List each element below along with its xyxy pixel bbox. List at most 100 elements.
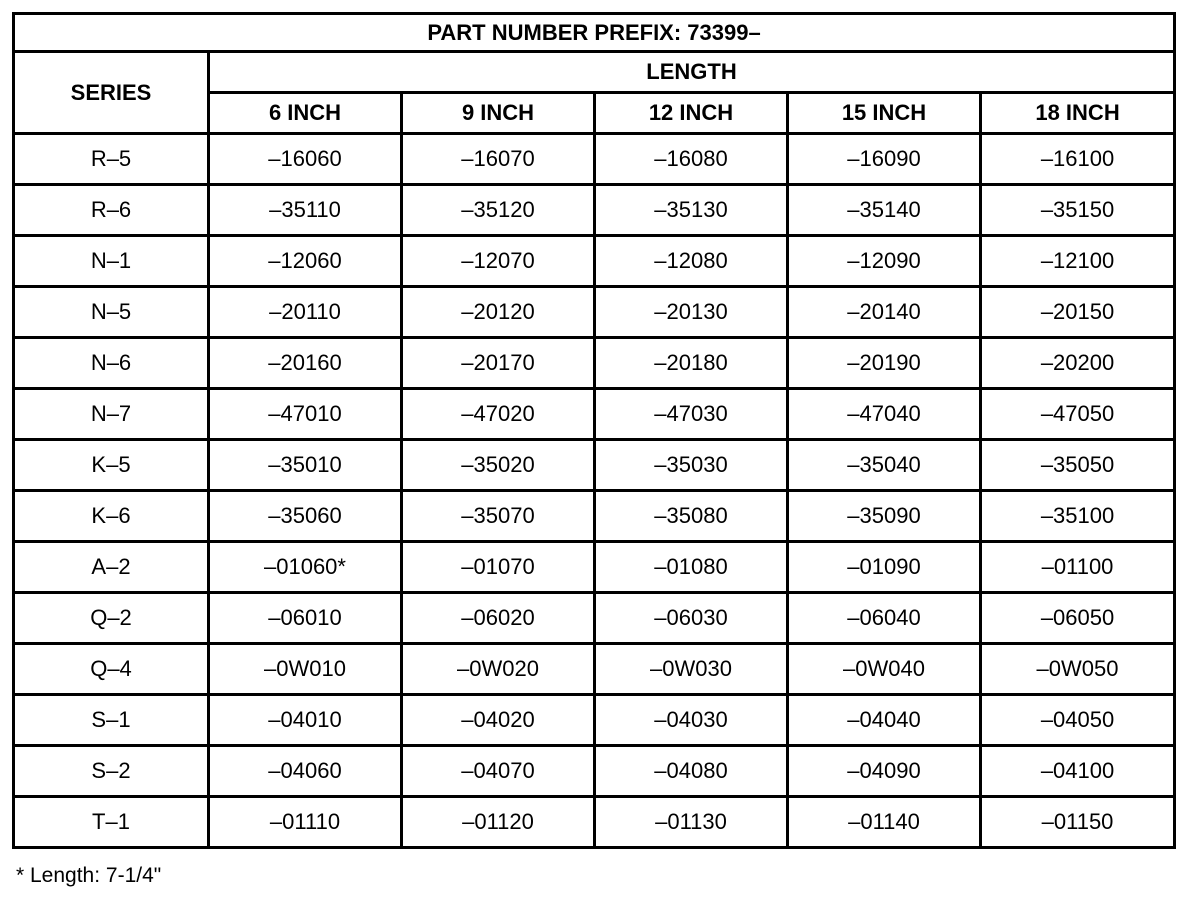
part-number-cell: –35030 bbox=[593, 438, 789, 492]
part-number-cell: –01060* bbox=[207, 540, 403, 594]
part-number-cell: –35010 bbox=[207, 438, 403, 492]
part-number-cell: –04070 bbox=[400, 744, 596, 798]
part-number-cell: –0W050 bbox=[978, 642, 1177, 696]
part-number-cell: –01080 bbox=[593, 540, 789, 594]
part-number-cell: –01070 bbox=[400, 540, 596, 594]
column-header: 9 INCH bbox=[400, 91, 596, 135]
series-cell: K–5 bbox=[12, 438, 210, 492]
part-number-cell: –12060 bbox=[207, 234, 403, 288]
part-number-cell: –04090 bbox=[786, 744, 982, 798]
table-row: R–5 –16060 –16070 –16080 –16090 –16100 bbox=[12, 132, 1177, 186]
column-header: 15 INCH bbox=[786, 91, 982, 135]
part-number-cell: –35060 bbox=[207, 489, 403, 543]
part-number-cell: –47030 bbox=[593, 387, 789, 441]
series-cell: S–2 bbox=[12, 744, 210, 798]
part-number-cell: –47050 bbox=[978, 387, 1177, 441]
part-number-cell: –20130 bbox=[593, 285, 789, 339]
part-number-cell: –16060 bbox=[207, 132, 403, 186]
part-number-cell: –20170 bbox=[400, 336, 596, 390]
part-number-cell: –35150 bbox=[978, 183, 1177, 237]
part-number-cell: –20190 bbox=[786, 336, 982, 390]
footnote: * Length: 7-1/4" bbox=[16, 864, 162, 887]
table-row: N–5 –20110 –20120 –20130 –20140 –20150 bbox=[12, 285, 1177, 339]
part-number-cell: –47020 bbox=[400, 387, 596, 441]
part-number-cell: –35130 bbox=[593, 183, 789, 237]
length-header: LENGTH bbox=[206, 50, 1177, 94]
part-number-cell: –35110 bbox=[207, 183, 403, 237]
part-number-cell: –20140 bbox=[786, 285, 982, 339]
series-cell: R–6 bbox=[12, 183, 210, 237]
column-header: 12 INCH bbox=[593, 91, 789, 135]
part-number-cell: –35070 bbox=[400, 489, 596, 543]
part-number-cell: –01130 bbox=[593, 795, 789, 849]
part-number-cell: –35140 bbox=[786, 183, 982, 237]
part-number-cell: –35020 bbox=[400, 438, 596, 492]
part-number-cell: –06040 bbox=[786, 591, 982, 645]
part-number-cell: –20200 bbox=[978, 336, 1177, 390]
part-number-cell: –16090 bbox=[786, 132, 982, 186]
part-number-cell: –01100 bbox=[978, 540, 1177, 594]
table-title: PART NUMBER PREFIX: 73399– bbox=[11, 12, 1177, 53]
series-header: SERIES bbox=[12, 50, 210, 135]
part-number-cell: –35050 bbox=[978, 438, 1177, 492]
part-number-cell: –01140 bbox=[786, 795, 982, 849]
table-row: N–7 –47010 –47020 –47030 –47040 –47050 bbox=[12, 387, 1177, 441]
table-row: K–6 –35060 –35070 –35080 –35090 –35100 bbox=[12, 489, 1177, 543]
part-number-cell: –0W010 bbox=[207, 642, 403, 696]
part-number-cell: –01150 bbox=[978, 795, 1177, 849]
part-number-cell: –06050 bbox=[978, 591, 1177, 645]
part-number-cell: –12090 bbox=[786, 234, 982, 288]
part-number-cell: –35040 bbox=[786, 438, 982, 492]
part-number-cell: –35100 bbox=[978, 489, 1177, 543]
series-cell: A–2 bbox=[12, 540, 210, 594]
part-number-cell: –20160 bbox=[207, 336, 403, 390]
series-cell: N–5 bbox=[12, 285, 210, 339]
part-number-cell: –04050 bbox=[978, 693, 1177, 747]
part-number-cell: –04030 bbox=[593, 693, 789, 747]
part-number-cell: –20110 bbox=[207, 285, 403, 339]
part-number-cell: –47010 bbox=[207, 387, 403, 441]
part-number-cell: –04100 bbox=[978, 744, 1177, 798]
part-number-cell: –16070 bbox=[400, 132, 596, 186]
column-header: 6 INCH bbox=[207, 91, 403, 135]
series-cell: N–1 bbox=[12, 234, 210, 288]
series-cell: T–1 bbox=[12, 795, 210, 849]
part-number-cell: –12100 bbox=[978, 234, 1177, 288]
part-number-cell: –06030 bbox=[593, 591, 789, 645]
part-number-cell: –20150 bbox=[978, 285, 1177, 339]
table-row: N–1 –12060 –12070 –12080 –12090 –12100 bbox=[12, 234, 1177, 288]
part-number-cell: –35120 bbox=[400, 183, 596, 237]
part-number-cell: –01120 bbox=[400, 795, 596, 849]
part-number-table: PART NUMBER PREFIX: 73399– SERIES LENGTH… bbox=[11, 12, 1177, 849]
part-number-cell: –16100 bbox=[978, 132, 1177, 186]
part-number-cell: –01110 bbox=[207, 795, 403, 849]
table-row: S–1 –04010 –04020 –04030 –04040 –04050 bbox=[12, 693, 1177, 747]
series-cell: S–1 bbox=[12, 693, 210, 747]
part-number-cell: –16080 bbox=[593, 132, 789, 186]
part-number-cell: –47040 bbox=[786, 387, 982, 441]
part-number-cell: –0W020 bbox=[400, 642, 596, 696]
series-cell: N–6 bbox=[12, 336, 210, 390]
table-row: Q–2 –06010 –06020 –06030 –06040 –06050 bbox=[12, 591, 1177, 645]
part-number-cell: –0W040 bbox=[786, 642, 982, 696]
series-cell: N–7 bbox=[12, 387, 210, 441]
part-number-cell: –01090 bbox=[786, 540, 982, 594]
part-number-cell: –12070 bbox=[400, 234, 596, 288]
part-number-cell: –0W030 bbox=[593, 642, 789, 696]
part-number-cell: –06020 bbox=[400, 591, 596, 645]
part-number-cell: –20120 bbox=[400, 285, 596, 339]
part-number-cell: –04020 bbox=[400, 693, 596, 747]
column-header: 18 INCH bbox=[978, 91, 1177, 135]
series-cell: R–5 bbox=[12, 132, 210, 186]
series-cell: Q–2 bbox=[12, 591, 210, 645]
part-number-cell: –04060 bbox=[207, 744, 403, 798]
table-row: K–5 –35010 –35020 –35030 –35040 –35050 bbox=[12, 438, 1177, 492]
table-row: R–6 –35110 –35120 –35130 –35140 –35150 bbox=[12, 183, 1177, 237]
table-row: S–2 –04060 –04070 –04080 –04090 –04100 bbox=[12, 744, 1177, 798]
series-cell: Q–4 bbox=[12, 642, 210, 696]
table-row: A–2 –01060* –01070 –01080 –01090 –01100 bbox=[12, 540, 1177, 594]
part-number-cell: –06010 bbox=[207, 591, 403, 645]
part-number-cell: –20180 bbox=[593, 336, 789, 390]
part-number-cell: –35080 bbox=[593, 489, 789, 543]
part-number-cell: –04080 bbox=[593, 744, 789, 798]
